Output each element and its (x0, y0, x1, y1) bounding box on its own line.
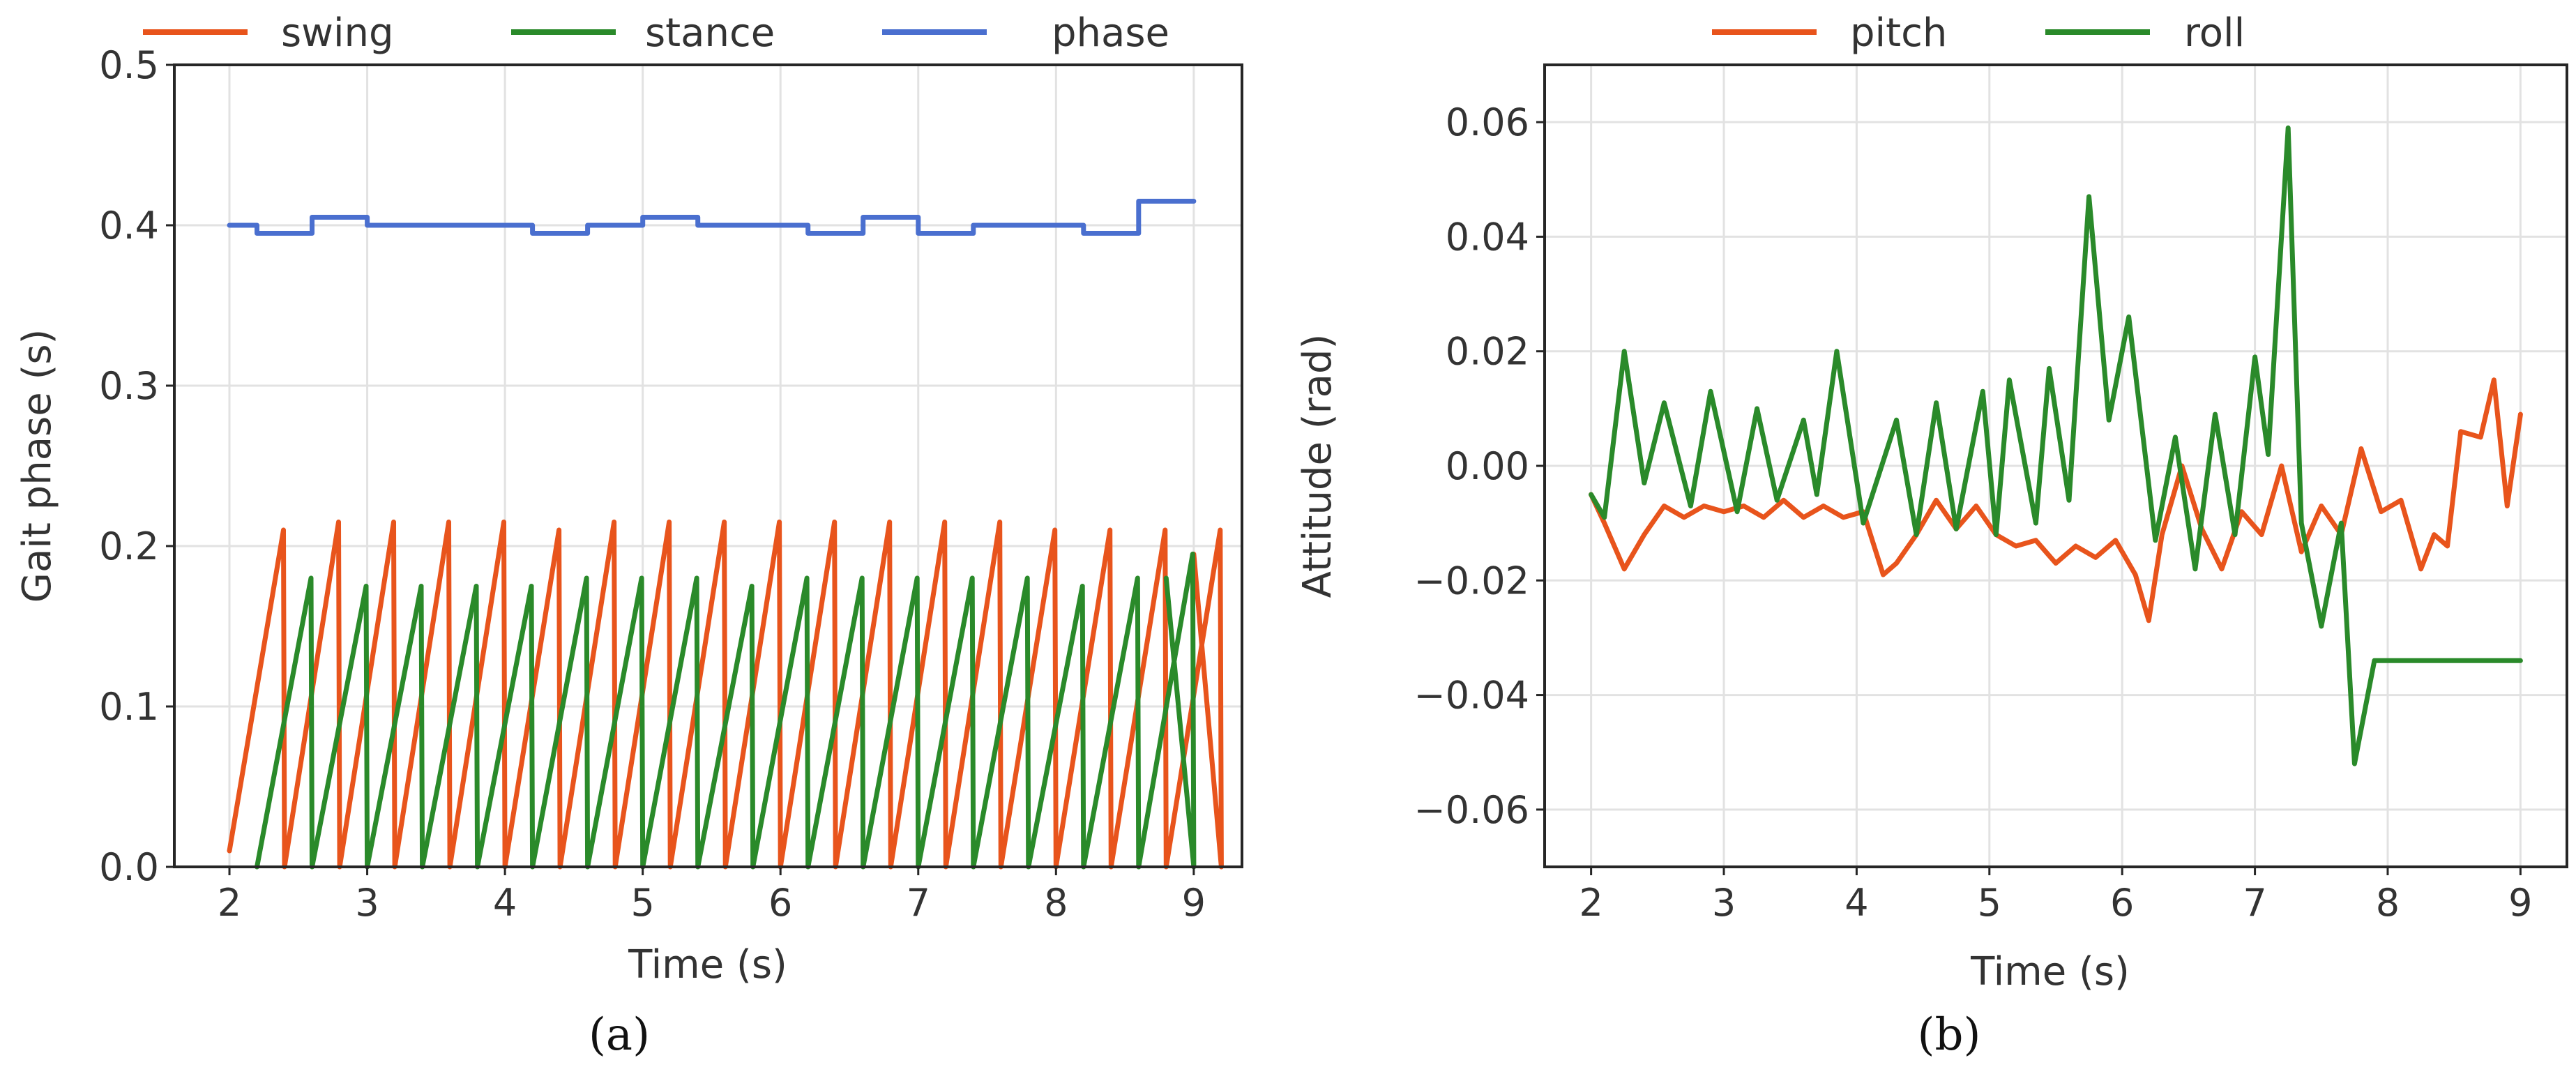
series-line-roll (1589, 125, 2523, 766)
x-tick-label-b: 4 (1844, 881, 1868, 925)
legend-label-stance: stance (645, 10, 775, 56)
x-tick-label-a: 8 (1044, 881, 1068, 925)
xticks-a: 2 3 4 5 6 7 8 9 (218, 867, 1206, 925)
x-tick-label-b: 7 (2243, 881, 2266, 925)
x-tick-label-b: 3 (1712, 881, 1736, 925)
x-tick-label-b: 5 (1978, 881, 2001, 925)
y-tick-label-a: 0.2 (99, 524, 159, 568)
y-axis-label-a: Gait phase (s) (15, 329, 60, 603)
x-tick-label-a: 9 (1182, 881, 1206, 925)
legend-label-phase: phase (1052, 10, 1169, 56)
series-line-phase (227, 199, 1197, 236)
y-tick-label-b: 0.02 (1446, 330, 1529, 374)
legend-label-swing: swing (281, 10, 394, 56)
x-tick-label-a: 4 (493, 881, 517, 925)
x-axis-label-b: Time (s) (1970, 949, 2130, 994)
y-tick-label-a: 0.5 (99, 43, 159, 87)
chart-panel-b: pitch roll 2 3 4 5 6 7 8 9 −0.06 −0.04 −0.02 0.00 0… (1295, 10, 2568, 1061)
y-tick-label-b: −0.06 (1414, 788, 1529, 832)
plot-frame-a (173, 63, 1243, 868)
x-tick-label-a: 5 (630, 881, 654, 925)
x-tick-label-a: 6 (768, 881, 792, 925)
y-tick-label-a: 0.3 (99, 364, 159, 408)
xticks-b: 2 3 4 5 6 7 8 9 (1579, 867, 2533, 925)
series-b (1589, 125, 2523, 766)
y-tick-label-b: −0.02 (1414, 559, 1529, 603)
y-tick-label-a: 0.1 (99, 685, 159, 729)
chart-panel-a: swing stance phase 2 3 4 5 6 7 8 9 0.0 0.1 0.2 0.3… (15, 10, 1243, 1061)
series-line-stance (255, 552, 1197, 870)
x-axis-label-a: Time (s) (628, 942, 787, 988)
caption-a: (a) (589, 1009, 650, 1061)
yticks-a: 0.0 0.1 0.2 0.3 0.4 0.5 (99, 43, 174, 889)
legend-label-pitch: pitch (1850, 10, 1947, 56)
y-tick-label-b: 0.06 (1446, 100, 1529, 144)
legend-label-roll: roll (2184, 10, 2245, 56)
x-tick-label-a: 3 (355, 881, 379, 925)
x-tick-label-a: 7 (907, 881, 930, 925)
legend-b: pitch roll (1712, 10, 2245, 56)
y-tick-label-b: 0.04 (1446, 215, 1529, 259)
series-line-pitch (1589, 377, 2523, 623)
x-tick-label-b: 9 (2508, 881, 2532, 925)
y-tick-label-a: 0.4 (99, 204, 159, 248)
y-tick-label-b: −0.04 (1414, 674, 1529, 718)
series-a (227, 199, 1224, 870)
y-tick-label-a: 0.0 (99, 845, 159, 889)
y-axis-label-b: Attitude (rad) (1295, 334, 1340, 598)
x-tick-label-b: 2 (1579, 881, 1603, 925)
legend-a: swing stance phase (143, 10, 1169, 56)
yticks-b: −0.06 −0.04 −0.02 0.00 0.02 0.04 0.06 (1414, 100, 1545, 832)
y-tick-label-b: 0.00 (1446, 444, 1529, 488)
x-tick-label-a: 2 (218, 881, 241, 925)
x-tick-label-b: 8 (2376, 881, 2400, 925)
x-tick-label-b: 6 (2110, 881, 2134, 925)
caption-b: (b) (1918, 1009, 1981, 1061)
